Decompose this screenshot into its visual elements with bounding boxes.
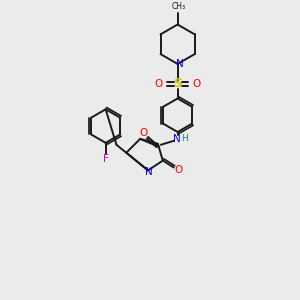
Text: N: N bbox=[173, 134, 181, 144]
Text: O: O bbox=[175, 165, 183, 176]
Text: O: O bbox=[155, 79, 163, 89]
Text: O: O bbox=[192, 79, 200, 89]
Text: CH₃: CH₃ bbox=[172, 2, 186, 11]
Text: N: N bbox=[145, 167, 153, 177]
Text: N: N bbox=[176, 59, 184, 69]
Text: O: O bbox=[139, 128, 147, 138]
Text: H: H bbox=[181, 134, 188, 143]
Text: F: F bbox=[103, 154, 109, 164]
Text: S: S bbox=[173, 77, 182, 90]
